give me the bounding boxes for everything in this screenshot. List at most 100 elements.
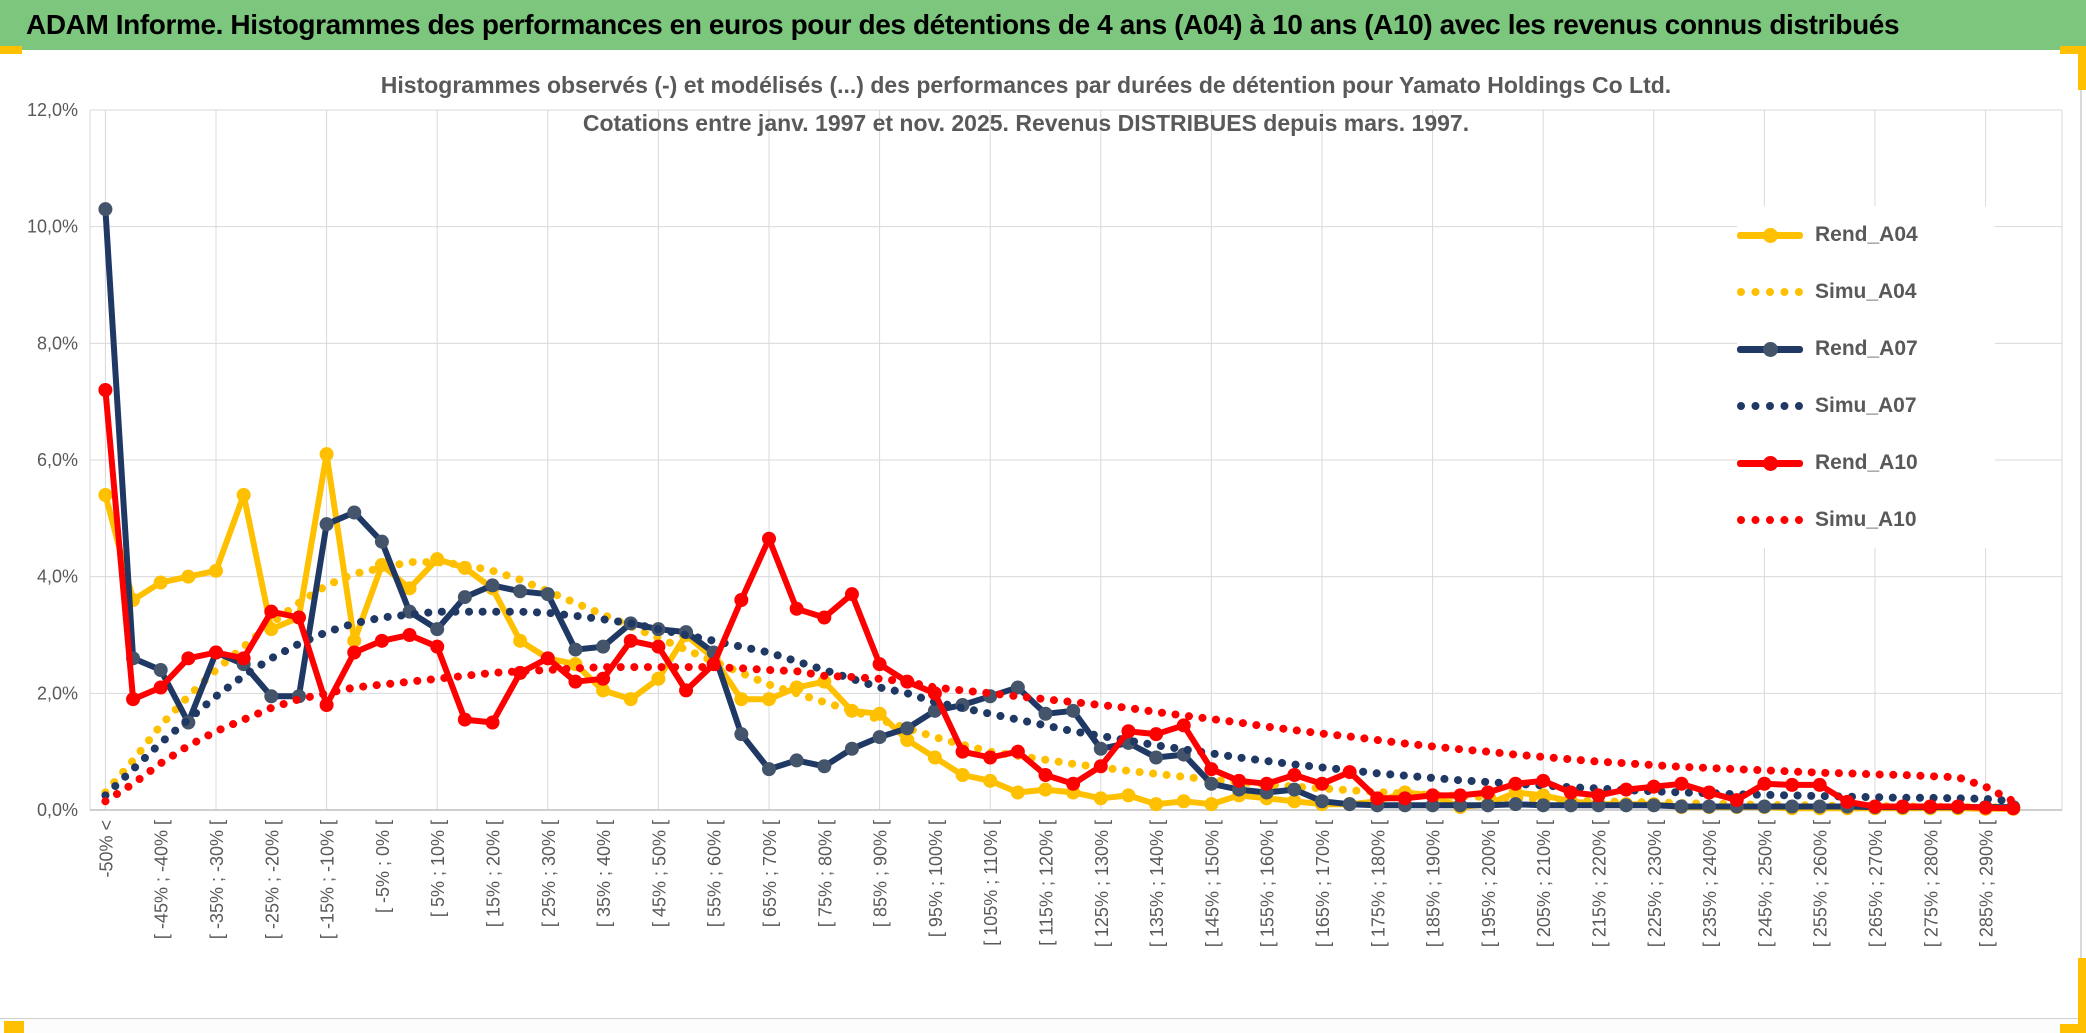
marker-rend_a04: [236, 488, 251, 503]
marker-rend_a10: [596, 671, 611, 686]
marker-rend_a10: [734, 593, 749, 608]
marker-rend_a10: [153, 680, 168, 695]
x-tick-label: [ -25% ; -20% [: [262, 820, 282, 939]
marker-rend_a10: [568, 674, 583, 689]
marker-rend_a04: [983, 773, 998, 788]
marker-rend_a07: [1010, 680, 1025, 695]
x-tick-label: [ 125% ; 130% [: [1092, 820, 1112, 947]
y-tick-label: 10,0%: [27, 217, 78, 237]
frame-accent-right: [2078, 958, 2086, 1033]
marker-rend_a07: [319, 517, 334, 532]
legend-item-rend_a04[interactable]: Rend_A04: [1737, 206, 1995, 263]
y-tick-label: 6,0%: [37, 450, 78, 470]
legend-item-rend_a10[interactable]: Rend_A10: [1737, 434, 1995, 491]
marker-rend_a10: [817, 610, 832, 625]
marker-rend_a10: [1812, 777, 1827, 792]
marker-rend_a04: [817, 674, 832, 689]
sheet-bottom-margin: [0, 1019, 2086, 1033]
marker-rend_a10: [1950, 799, 1965, 814]
marker-rend_a07: [1646, 798, 1661, 813]
marker-rend_a10: [1868, 799, 1882, 814]
x-tick-label: [ 135% ; 140% [: [1147, 820, 1167, 947]
marker-rend_a04: [1204, 797, 1219, 812]
series-rend_a04: [102, 451, 2017, 812]
x-tick-label: -50% <: [96, 820, 116, 878]
marker-rend_a10: [347, 645, 362, 660]
marker-rend_a10: [651, 639, 666, 654]
marker-rend_a04: [153, 575, 168, 590]
marker-rend_a04: [1093, 791, 1108, 806]
marker-rend_a04: [623, 692, 638, 707]
marker-rend_a10: [1563, 785, 1578, 800]
frame-accent-top-left: [0, 46, 22, 54]
marker-rend_a10: [1757, 776, 1772, 791]
chart-legend: Rend_A04 Simu_A04 Rend_A07 Simu_A07 Rend_A10…: [1737, 206, 1995, 548]
marker-rend_a04: [1149, 797, 1164, 812]
x-tick-label: [ 95% ; 100% [: [926, 820, 946, 937]
marker-rend_a04: [319, 447, 334, 462]
frame-accent-top-right-h: [2060, 46, 2086, 54]
marker-rend_a07: [1785, 799, 1800, 814]
marker-rend_a10: [1259, 776, 1274, 791]
y-tick-label: 0,0%: [37, 800, 78, 820]
y-tick-label: 4,0%: [37, 567, 78, 587]
marker-rend_a07: [98, 202, 113, 217]
marker-rend_a10: [955, 744, 970, 759]
marker-rend_a10: [1591, 788, 1606, 803]
marker-rend_a10: [540, 651, 555, 666]
marker-rend_a10: [1895, 799, 1910, 814]
legend-item-simu_a10[interactable]: Simu_A10: [1737, 491, 1995, 548]
x-tick-label: [ 275% ; 280% [: [1921, 820, 1941, 947]
marker-rend_a10: [1287, 768, 1302, 783]
marker-rend_a07: [1812, 799, 1827, 814]
legend-solid-line-icon: [1737, 227, 1803, 243]
x-tick-label: [ 225% ; 230% [: [1645, 820, 1665, 947]
series-rend_a07: [102, 206, 2017, 811]
marker-rend_a07: [513, 584, 528, 599]
marker-rend_a07: [457, 590, 472, 605]
marker-rend_a07: [1563, 798, 1578, 813]
marker-rend_a10: [402, 628, 417, 643]
marker-rend_a04: [651, 671, 666, 686]
marker-rend_a07: [844, 741, 859, 756]
marker-rend_a07: [1093, 741, 1108, 756]
x-tick-label: [ 25% ; 30% [: [539, 820, 559, 927]
legend-solid-line-icon: [1737, 341, 1803, 357]
marker-rend_a10: [430, 639, 445, 654]
marker-rend_a10: [1121, 724, 1136, 739]
marker-rend_a07: [1508, 797, 1523, 812]
marker-rend_a07: [1425, 798, 1440, 813]
x-tick-label: [ 85% ; 90% [: [871, 820, 891, 927]
marker-rend_a10: [1038, 768, 1053, 783]
marker-rend_a10: [983, 750, 998, 765]
legend-solid-line-icon: [1737, 455, 1803, 471]
marker-rend_a04: [734, 692, 749, 707]
marker-rend_a10: [1702, 785, 1717, 800]
marker-rend_a07: [1674, 799, 1689, 814]
marker-rend_a04: [402, 581, 417, 596]
marker-rend_a10: [1729, 793, 1744, 808]
marker-rend_a10: [1646, 779, 1661, 794]
legend-item-rend_a07[interactable]: Rend_A07: [1737, 320, 1995, 377]
marker-rend_a10: [1840, 794, 1855, 809]
legend-label: Rend_A10: [1815, 450, 1918, 474]
legend-item-simu_a04[interactable]: Simu_A04: [1737, 263, 1995, 320]
marker-rend_a07: [872, 730, 887, 745]
x-tick-label: [ -45% ; -40% [: [152, 820, 172, 939]
marker-rend_a07: [430, 622, 445, 637]
legend-item-simu_a07[interactable]: Simu_A07: [1737, 377, 1995, 434]
marker-rend_a10: [1674, 776, 1689, 791]
marker-rend_a10: [1978, 800, 1993, 815]
frame-accent-bottom-right: [2060, 1024, 2086, 1033]
marker-rend_a10: [844, 587, 859, 602]
x-tick-label: [ 215% ; 220% [: [1590, 820, 1610, 947]
marker-rend_a10: [1149, 727, 1164, 742]
x-tick-label: [ 35% ; 40% [: [594, 820, 614, 927]
x-tick-label: [ 265% ; 270% [: [1866, 820, 1886, 947]
frame-accent-bottom-left: [4, 1021, 24, 1033]
x-tick-label: [ 55% ; 60% [: [705, 820, 725, 927]
x-tick-label: [ 255% ; 260% [: [1811, 820, 1831, 947]
marker-rend_a07: [1453, 798, 1468, 813]
